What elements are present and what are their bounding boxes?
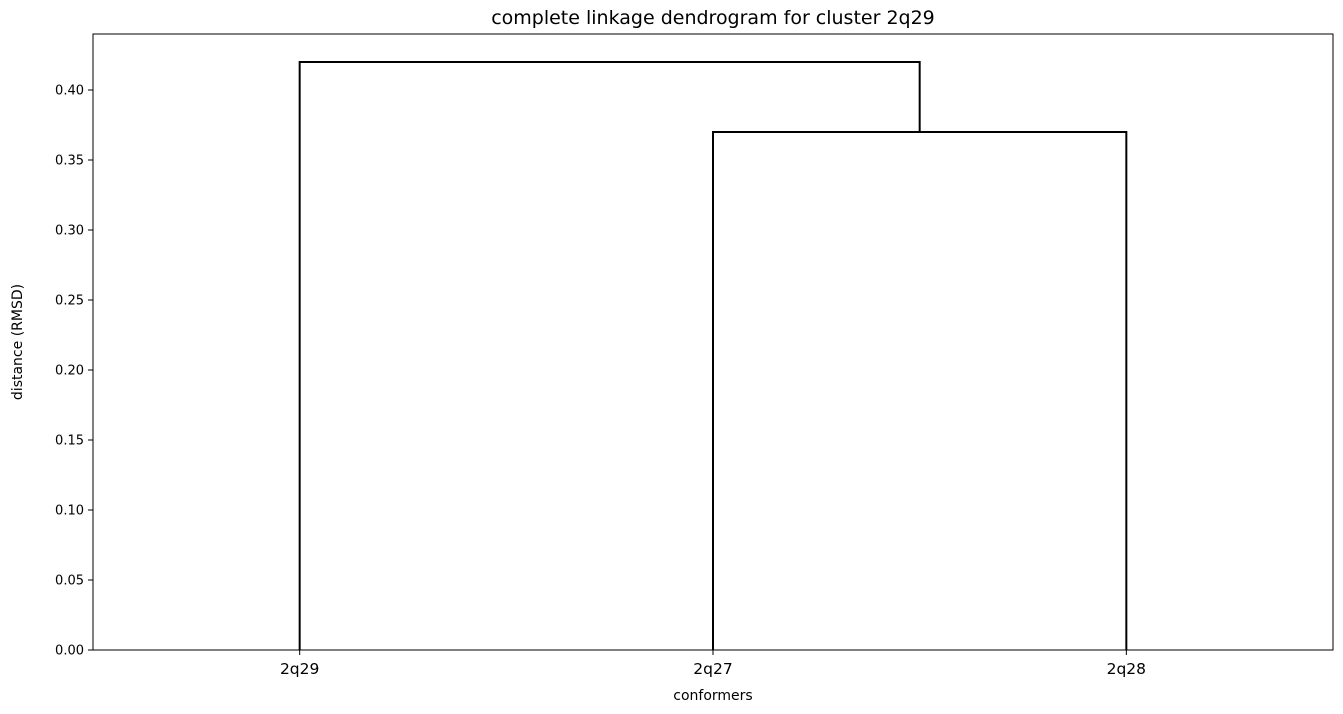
y-tick-label: 0.25	[55, 294, 84, 309]
y-tick-label: 0.05	[55, 574, 84, 589]
y-tick-label: 0.10	[55, 504, 84, 519]
y-tick-label: 0.40	[55, 84, 84, 99]
y-tick-label: 0.20	[55, 364, 84, 379]
x-axis-label: conformers	[673, 688, 752, 704]
x-axis-ticks: 2q29 2q27 2q28	[280, 650, 1146, 678]
y-axis-ticks: 0.00 0.05 0.10 0.15 0.20 0.25 0.30 0.35 0.40	[55, 84, 93, 659]
y-axis-label: distance (RMSD)	[10, 284, 26, 400]
x-tick-label: 2q27	[693, 660, 732, 678]
dendrogram-link	[298, 61, 921, 650]
chart-title: complete linkage dendrogram for cluster …	[491, 7, 935, 29]
y-tick-label: 0.35	[55, 154, 84, 169]
dendrogram-links	[298, 61, 1128, 650]
y-tick-label: 0.30	[55, 224, 84, 239]
y-tick-label: 0.15	[55, 434, 84, 449]
y-tick-label: 0.00	[55, 644, 84, 659]
x-tick-label: 2q29	[280, 660, 319, 678]
x-tick-label: 2q28	[1107, 660, 1146, 678]
dendrogram-link	[712, 131, 1128, 650]
